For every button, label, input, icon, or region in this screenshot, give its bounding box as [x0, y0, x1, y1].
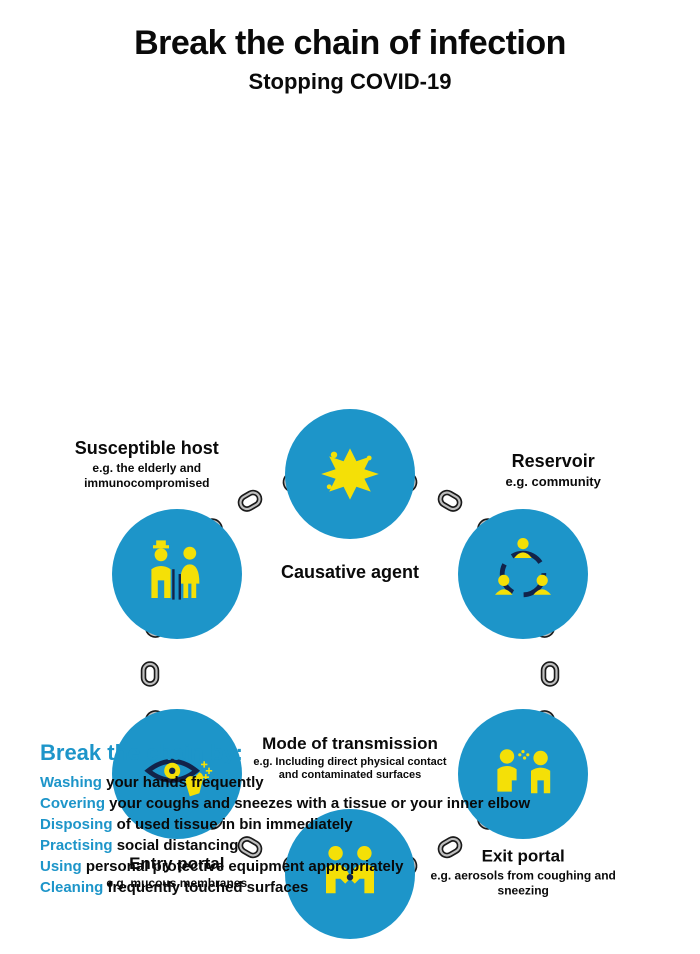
- elderly-icon: [137, 534, 217, 614]
- node-subtitle: e.g. the elderly and immunocompromised: [47, 461, 247, 491]
- footer-verb: Covering: [40, 795, 105, 812]
- footer-line: Practising social distancing: [40, 835, 660, 856]
- node-reservoir: [458, 509, 588, 639]
- footer-rest: frequently touched surfaces: [103, 879, 308, 896]
- footer-rest: personal protective equipment appropriat…: [82, 858, 404, 875]
- footer-line: Cleaning frequently touched surfaces: [40, 877, 660, 898]
- footer-line: Covering your coughs and sneezes with a …: [40, 793, 660, 814]
- footer-verb: Using: [40, 858, 82, 875]
- page-subtitle: Stopping COVID-19: [0, 69, 700, 95]
- footer-line: Washing your hands frequently: [40, 772, 660, 793]
- node-label-causative-agent: Causative agent: [250, 563, 450, 583]
- page-title: Break the chain of infection: [0, 24, 700, 63]
- node-title: Causative agent: [250, 563, 450, 583]
- footer: Break the chain by: Washing your hands f…: [40, 740, 660, 898]
- splat-icon: [310, 434, 390, 514]
- footer-rest: your hands frequently: [102, 774, 264, 791]
- footer-verb: Disposing: [40, 816, 113, 833]
- node-label-reservoir: Reservoir e.g. community: [453, 452, 653, 490]
- footer-rest: of used tissue in bin immediately: [113, 816, 353, 833]
- node-title: Reservoir: [453, 452, 653, 472]
- footer-verb: Washing: [40, 774, 102, 791]
- node-label-susceptible-host: Susceptible hoste.g. the elderly and imm…: [47, 439, 247, 491]
- community-icon: [483, 534, 563, 614]
- footer-lines: Washing your hands frequentlyCovering yo…: [40, 772, 660, 898]
- footer-line: Using personal protective equipment appr…: [40, 856, 660, 877]
- footer-rest: social distancing: [113, 837, 239, 854]
- footer-title: Break the chain by:: [40, 740, 660, 766]
- node-subtitle: e.g. community: [453, 474, 653, 490]
- node-causative-agent: [285, 409, 415, 539]
- node-title: Susceptible host: [47, 439, 247, 459]
- footer-verb: Cleaning: [40, 879, 103, 896]
- footer-line: Disposing of used tissue in bin immediat…: [40, 814, 660, 835]
- node-susceptible-host: [112, 509, 242, 639]
- footer-verb: Practising: [40, 837, 113, 854]
- footer-rest: your coughs and sneezes with a tissue or…: [105, 795, 530, 812]
